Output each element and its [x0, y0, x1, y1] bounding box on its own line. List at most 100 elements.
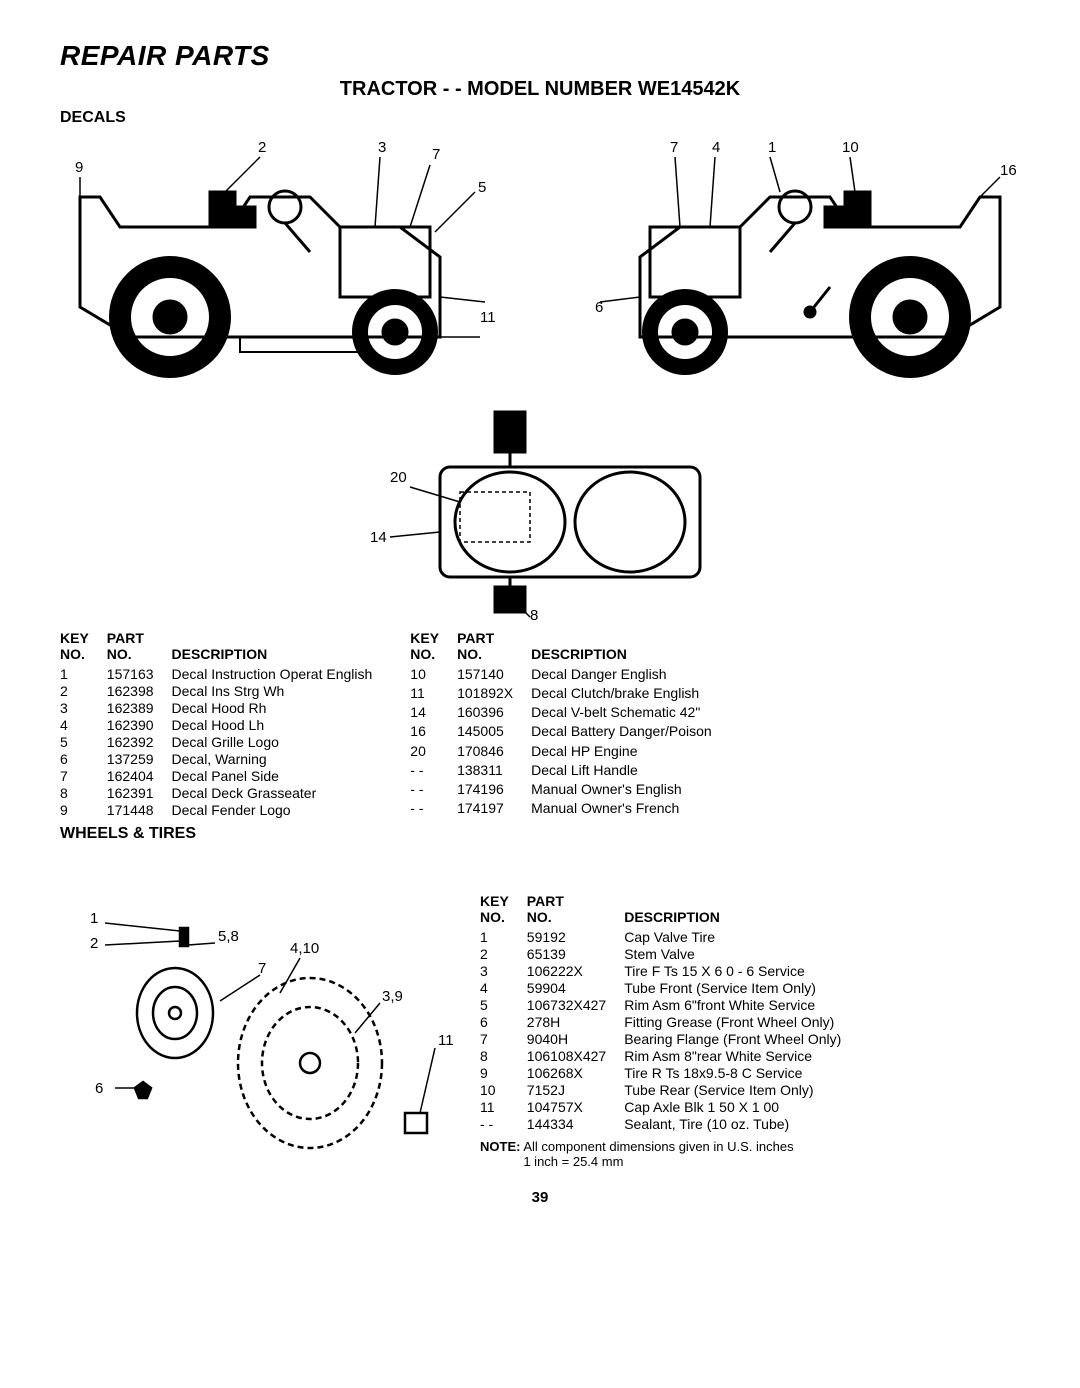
deck-diagram: 20 14 8	[60, 392, 1020, 622]
cell-part: 106108X427	[527, 1048, 624, 1065]
table-row: 16145005Decal Battery Danger/Poison	[410, 723, 729, 742]
cell-part: 160396	[457, 704, 531, 723]
cell-key: 1	[60, 666, 107, 683]
table-row: 6137259Decal, Warning	[60, 751, 390, 768]
cell-desc: Rim Asm 8"rear White Service	[624, 1048, 859, 1065]
cell-key: 9	[480, 1065, 527, 1082]
decal-label-9: 9	[75, 159, 83, 176]
cell-part: 9040H	[527, 1031, 624, 1048]
cell-key: 3	[480, 963, 527, 980]
decals-diagram-row: 9 2 3 7 5 11	[60, 137, 1020, 392]
cell-part: 162390	[107, 717, 172, 734]
tractor-left-diagram: 9 2 3 7 5 11	[60, 137, 500, 392]
cell-desc: Tire F Ts 15 X 6 0 - 6 Service	[624, 963, 859, 980]
cell-part: 137259	[107, 751, 172, 768]
cell-key: 9	[60, 802, 107, 819]
cell-key: 16	[410, 723, 457, 742]
table-row: 7162404Decal Panel Side	[60, 768, 390, 785]
cell-key: 6	[480, 1014, 527, 1031]
cell-part: 144334	[527, 1116, 624, 1133]
cell-part: 171448	[107, 802, 172, 819]
cell-part: 162391	[107, 785, 172, 802]
cell-desc: Decal HP Engine	[531, 743, 730, 762]
cell-key: - -	[480, 1116, 527, 1133]
wheel-label-39: 3,9	[382, 988, 403, 1005]
wheel-label-58: 5,8	[218, 928, 239, 945]
wheels-note: NOTE: All component dimensions given in …	[480, 1139, 859, 1169]
cell-desc: Sealant, Tire (10 oz. Tube)	[624, 1116, 859, 1133]
th-desc: DESCRIPTION	[624, 893, 859, 929]
page-subtitle: TRACTOR - - MODEL NUMBER WE14542K	[60, 78, 1020, 101]
cell-key: - -	[410, 800, 457, 819]
th-desc: DESCRIPTION	[172, 630, 391, 666]
cell-desc: Decal Hood Rh	[172, 700, 391, 717]
cell-desc: Rim Asm 6"front White Service	[624, 997, 859, 1014]
cell-part: 59904	[527, 980, 624, 997]
cell-desc: Decal Panel Side	[172, 768, 391, 785]
cell-desc: Decal Deck Grasseater	[172, 785, 391, 802]
cell-desc: Bearing Flange (Front Wheel Only)	[624, 1031, 859, 1048]
table-row: 8106108X427Rim Asm 8"rear White Service	[480, 1048, 859, 1065]
cell-desc: Tire R Ts 18x9.5-8 C Service	[624, 1065, 859, 1082]
cell-desc: Decal Danger English	[531, 666, 730, 685]
cell-part: 101892X	[457, 685, 531, 704]
decal-label-1: 1	[768, 139, 776, 156]
cell-desc: Fitting Grease (Front Wheel Only)	[624, 1014, 859, 1031]
page-number: 39	[60, 1189, 1020, 1206]
cell-desc: Decal Instruction Operat English	[172, 666, 391, 683]
th-key: KEYNO.	[480, 893, 527, 929]
cell-part: 138311	[457, 762, 531, 781]
cell-desc: Cap Axle Blk 1 50 X 1 00	[624, 1099, 859, 1116]
wheels-heading: WHEELS & TIRES	[60, 825, 1020, 843]
cell-desc: Decal Grille Logo	[172, 734, 391, 751]
table-row: 265139Stem Valve	[480, 946, 859, 963]
decal-label-11: 11	[480, 309, 496, 326]
table-row: 159192Cap Valve Tire	[480, 929, 859, 946]
table-row: 2162398Decal Ins Strg Wh	[60, 683, 390, 700]
decal-label-4: 4	[712, 139, 720, 156]
cell-desc: Tube Rear (Service Item Only)	[624, 1082, 859, 1099]
cell-key: 10	[410, 666, 457, 685]
table-row: - -174197Manual Owner's French	[410, 800, 729, 819]
cell-key: 11	[480, 1099, 527, 1116]
cell-part: 59192	[527, 929, 624, 946]
wheel-label-11: 11	[438, 1032, 454, 1049]
cell-key: 1	[480, 929, 527, 946]
cell-desc: Tube Front (Service Item Only)	[624, 980, 859, 997]
cell-key: 8	[480, 1048, 527, 1065]
cell-desc: Decal Battery Danger/Poison	[531, 723, 730, 742]
table-row: 5162392Decal Grille Logo	[60, 734, 390, 751]
cell-key: 3	[60, 700, 107, 717]
cell-part: 157140	[457, 666, 531, 685]
cell-key: - -	[410, 762, 457, 781]
page-title: REPAIR PARTS	[60, 40, 1020, 72]
cell-desc: Stem Valve	[624, 946, 859, 963]
cell-part: 65139	[527, 946, 624, 963]
cell-part: 157163	[107, 666, 172, 683]
cell-part: 106732X427	[527, 997, 624, 1014]
cell-desc: Cap Valve Tire	[624, 929, 859, 946]
wheel-label-7: 7	[258, 960, 266, 977]
th-key: KEYNO.	[60, 630, 107, 666]
decal-label-7b: 7	[670, 139, 678, 156]
decal-label-10: 10	[842, 139, 859, 156]
table-row: 9106268XTire R Ts 18x9.5-8 C Service	[480, 1065, 859, 1082]
cell-key: 4	[60, 717, 107, 734]
cell-desc: Manual Owner's English	[531, 781, 730, 800]
cell-part: 170846	[457, 743, 531, 762]
cell-part: 106268X	[527, 1065, 624, 1082]
cell-key: 5	[480, 997, 527, 1014]
cell-key: 14	[410, 704, 457, 723]
cell-key: 10	[480, 1082, 527, 1099]
cell-desc: Decal Hood Lh	[172, 717, 391, 734]
cell-key: 20	[410, 743, 457, 762]
decals-heading: DECALS	[60, 109, 1020, 127]
cell-key: 7	[60, 768, 107, 785]
decal-label-7: 7	[432, 146, 440, 163]
cell-part: 104757X	[527, 1099, 624, 1116]
note-sub: 1 inch = 25.4 mm	[523, 1154, 623, 1169]
table-row: 11104757XCap Axle Blk 1 50 X 1 00	[480, 1099, 859, 1116]
th-key: KEYNO.	[410, 630, 457, 666]
table-row: 4162390Decal Hood Lh	[60, 717, 390, 734]
cell-part: 162389	[107, 700, 172, 717]
